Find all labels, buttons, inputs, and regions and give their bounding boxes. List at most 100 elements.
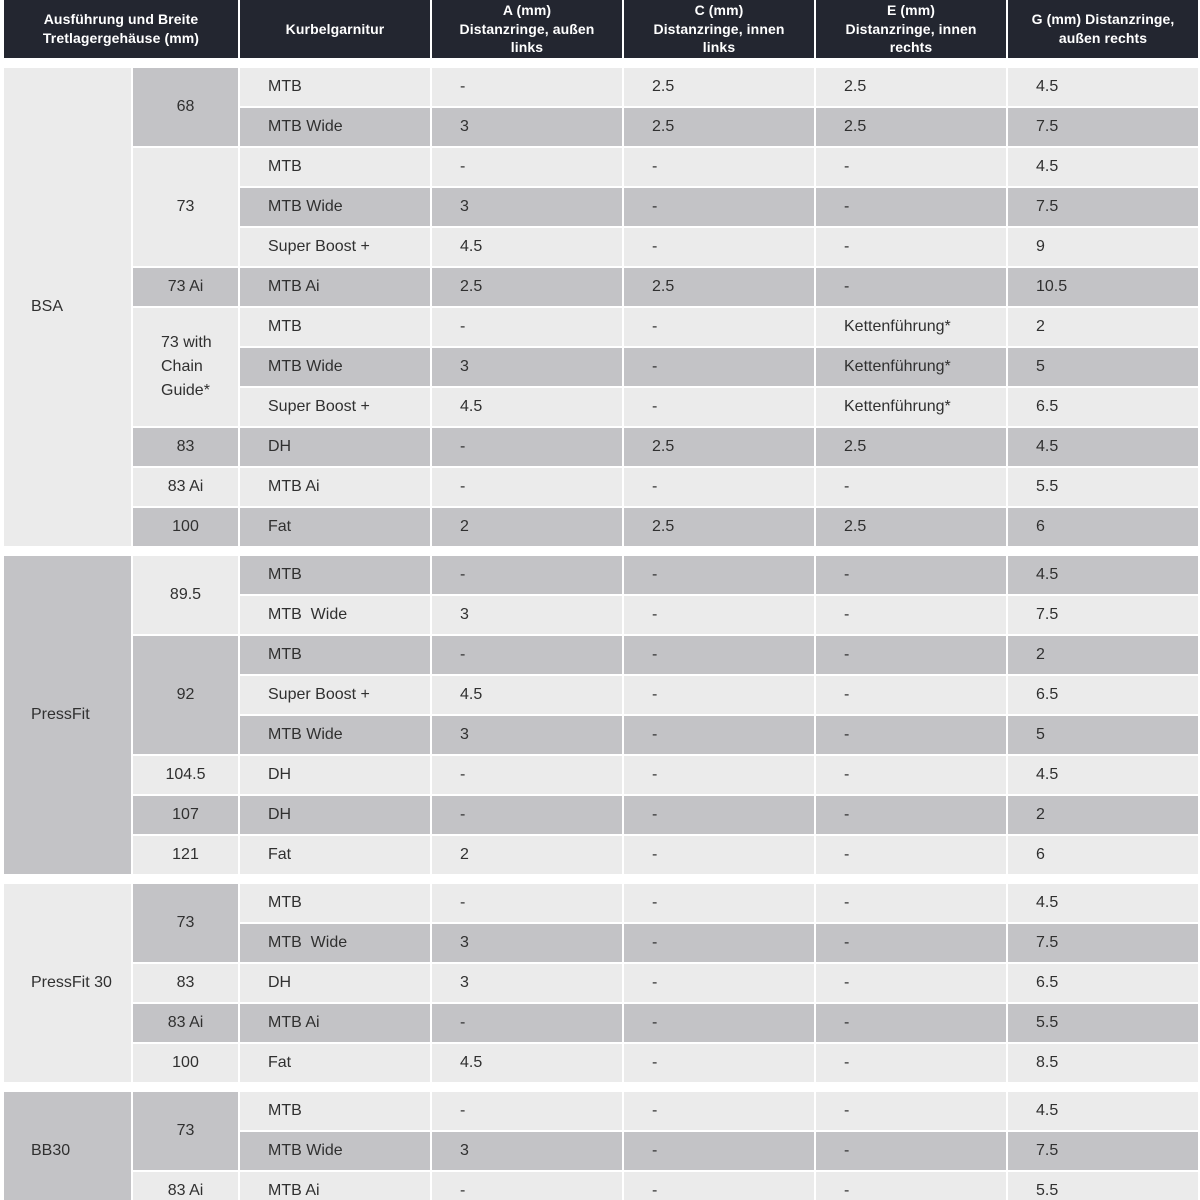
table-row: Super Boost +4.5- Kettenführung* 6.5 [240,388,1198,426]
table-row: MTB Wide 3- -5 [240,716,1198,754]
table-row: MTB - - -4.5 [240,1092,1198,1130]
crankset-cell: MTB Wide [240,188,430,226]
value-cell-a: 3 [432,964,622,1002]
section-label-bb30: BB30 [4,1092,131,1200]
crankset-cell: MTB Ai [240,468,430,506]
value-cell-e: - [816,148,1006,186]
section-pressfit-30: PressFit 30 73 83 83 Ai 100 MTB - - -4.5 MTB Wide… [4,884,1198,1082]
shell-width-cell-83: 83 [133,964,238,1002]
value-cell-c: - [624,188,814,226]
value-cell-g: 2 [1008,796,1198,834]
value-cell-c: - [624,1004,814,1042]
value-cell-c: - [624,468,814,506]
value-cell-a: 4.5 [432,388,622,426]
value-cell-c: - [624,924,814,962]
value-cell-g: 4.5 [1008,884,1198,922]
shell-width-cell-68: 68 [133,68,238,146]
value-cell-e: Kettenführung* [816,348,1006,386]
value-cell-c: - [624,1172,814,1200]
section-label-pressfit: PressFit [4,556,131,874]
value-cell-g: 4.5 [1008,68,1198,106]
shell-width-cell-73: 73 [133,1092,238,1170]
value-cell-a: - [432,308,622,346]
shell-width-cell-92: 92 [133,636,238,754]
crankset-cell: Super Boost + [240,388,430,426]
value-cell-a: - [432,1092,622,1130]
value-cell-g: 9 [1008,228,1198,266]
value-cell-e: - [816,268,1006,306]
column-header-e: E (mm) Distanzringe, innen rechts [816,0,1006,58]
value-cell-c: - [624,796,814,834]
shell-width-cell-83-ai: 83 Ai [133,1004,238,1042]
value-cell-g: 10.5 [1008,268,1198,306]
table-row: MTB - - -4.5 [240,884,1198,922]
table-row: MTB - - -4.5 [240,148,1198,186]
value-cell-e: - [816,468,1006,506]
value-cell-a: - [432,556,622,594]
value-cell-c: - [624,348,814,386]
value-cell-e: - [816,188,1006,226]
value-cell-e: - [816,556,1006,594]
shell-width-cell-73-with-chain-guide: 73 with Chain Guide* [133,308,238,426]
table-row: Super Boost +4.5- -6.5 [240,676,1198,714]
column-header-c: C (mm) Distanzringe, innen links [624,0,814,58]
crankset-cell: MTB Ai [240,1172,430,1200]
value-cell-c: - [624,716,814,754]
shell-width-cell-83-ai: 83 Ai [133,1172,238,1200]
value-cell-e: - [816,836,1006,874]
table-header-row: Ausführung und Breite Tretlagergehäuse (… [4,0,1198,58]
value-cell-g: 4.5 [1008,148,1198,186]
table-row: MTB Ai - - -5.5 [240,468,1198,506]
value-cell-a: 2 [432,508,622,546]
column-header-a: A (mm) Distanzringe, außen links [432,0,622,58]
crankset-cell: MTB [240,148,430,186]
value-cell-g: 2 [1008,308,1198,346]
crankset-cell: Fat [240,1044,430,1082]
value-cell-g: 7.5 [1008,1132,1198,1170]
value-cell-a: 3 [432,716,622,754]
crankset-cell: MTB Wide [240,596,430,634]
crankset-cell: MTB [240,884,430,922]
value-cell-a: 2.5 [432,268,622,306]
shell-width-column: 73 83 83 Ai 100 [133,884,238,1082]
value-cell-c: - [624,884,814,922]
value-cell-c: - [624,556,814,594]
table-row: MTB Wide 3 2.5 2.5 7.5 [240,108,1198,146]
section-rows: MTB -2.5 2.5 4.5 MTB Wide 3 2.5 2.5 7.5 MTB - - -4.5… [240,68,1198,546]
table-row: MTB Wide 3- -7.5 [240,924,1198,962]
shell-width-cell-83-ai: 83 Ai [133,468,238,506]
value-cell-g: 2 [1008,636,1198,674]
value-cell-g: 6.5 [1008,388,1198,426]
value-cell-a: - [432,468,622,506]
value-cell-a: 2 [432,836,622,874]
section-bsa: BSA 68 73 73 Ai 73 with Chain Guide* 83 83 Ai 1… [4,68,1198,546]
value-cell-a: 3 [432,596,622,634]
crankset-cell: DH [240,964,430,1002]
shell-width-cell-83: 83 [133,428,238,466]
value-cell-c: - [624,1092,814,1130]
table-row: MTB -2.5 2.5 4.5 [240,68,1198,106]
table-row: MTB Ai - - -5.5 [240,1004,1198,1042]
table-row: DH - - -2 [240,796,1198,834]
value-cell-e: Kettenführung* [816,308,1006,346]
value-cell-a: 3 [432,188,622,226]
value-cell-c: 2.5 [624,428,814,466]
value-cell-c: - [624,228,814,266]
crankset-cell: MTB Wide [240,348,430,386]
value-cell-e: 2.5 [816,68,1006,106]
crankset-cell: MTB Ai [240,268,430,306]
section-rows: MTB - - -4.5 MTB Wide 3- -7.5 DH 3- -6.5 MTB Ai - - -… [240,884,1198,1082]
crankset-cell: MTB Wide [240,924,430,962]
value-cell-a: - [432,884,622,922]
value-cell-g: 5 [1008,716,1198,754]
shell-width-cell-107: 107 [133,796,238,834]
shell-width-cell-100: 100 [133,1044,238,1082]
crankset-cell: Super Boost + [240,676,430,714]
section-bb30: BB30 73 83 Ai MTB - - -4.5 MTB Wide 3- -7.5 MTB Ai… [4,1092,1198,1200]
value-cell-e: - [816,636,1006,674]
value-cell-e: - [816,924,1006,962]
shell-width-cell-104-5: 104.5 [133,756,238,794]
value-cell-g: 6 [1008,836,1198,874]
value-cell-c: 2.5 [624,108,814,146]
value-cell-g: 5.5 [1008,1004,1198,1042]
